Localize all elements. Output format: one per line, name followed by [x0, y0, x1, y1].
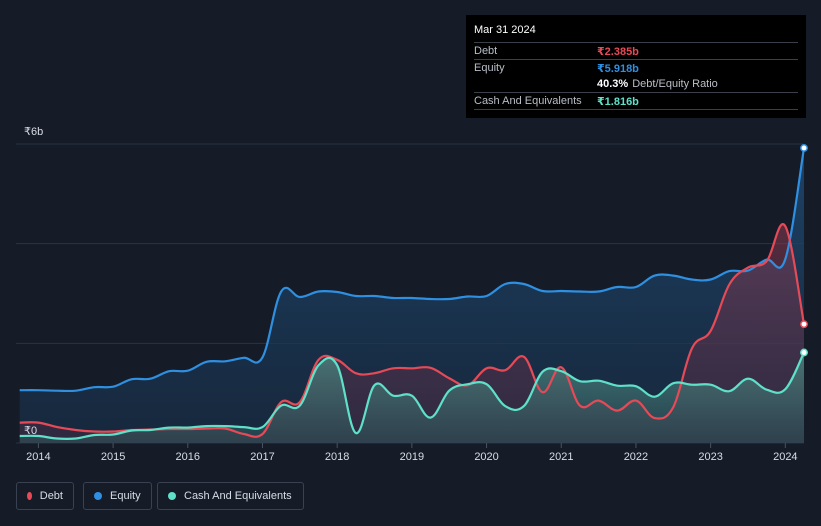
x-tick-label: 2018 — [325, 451, 349, 463]
x-tick-label: 2019 — [400, 451, 424, 463]
tooltip-cash-label: Cash And Equivalents — [474, 95, 582, 107]
equity-area — [19, 148, 804, 443]
tooltip-equity-value: ₹5.918b — [597, 62, 639, 75]
x-tick-label: 2024 — [773, 451, 797, 463]
tooltip-ratio-label: Debt/Equity Ratio — [632, 78, 718, 90]
equity-line — [19, 147, 806, 393]
tooltip-debt-label: Debt — [474, 45, 498, 57]
x-tick-label: 2017 — [250, 451, 274, 463]
legend-equity-label: Equity — [110, 490, 141, 502]
y-tick-label: ₹0 — [24, 425, 37, 437]
x-tick-label: 2021 — [549, 451, 573, 463]
x-tick-label: 2023 — [698, 451, 722, 463]
equity-dot-icon — [94, 492, 102, 500]
cash-area — [19, 352, 804, 443]
x-tick-label: 2014 — [26, 451, 50, 463]
legend-item-equity[interactable]: Equity — [83, 482, 152, 510]
legend-debt-label: Debt — [39, 490, 63, 502]
legend-cash-label: Cash And Equivalents — [184, 490, 292, 502]
end-markers — [800, 144, 808, 357]
x-tick-label: 2020 — [474, 451, 498, 463]
cash-line — [19, 351, 805, 441]
tooltip-cash-value: ₹1.816b — [597, 95, 639, 108]
tooltip-row-ratio: 40.3% Debt/Equity Ratio — [474, 76, 798, 92]
tooltip-panel: Mar 31 2024 Debt ₹2.385b Equity ₹5.918b … — [466, 15, 806, 118]
axis-labels: ₹6b ₹0 2014 2015 2016 2017 2018 2019 2020 2021 202… — [24, 126, 798, 463]
tooltip-date: Mar 31 2024 — [474, 24, 536, 36]
area-chart: ₹6b ₹0 2014 2015 2016 2017 2018 2019 2020 2021 202… — [16, 126, 808, 463]
debt-dot-icon — [27, 492, 32, 500]
tooltip-equity-label: Equity — [474, 62, 505, 74]
x-tick-label: 2016 — [176, 451, 200, 463]
debt-end-marker[interactable] — [800, 320, 808, 329]
legend-item-cash[interactable]: Cash And Equivalents — [157, 482, 304, 510]
legend-item-debt[interactable]: Debt — [16, 482, 74, 510]
series-lines — [19, 147, 806, 441]
tooltip-row-equity: Equity ₹5.918b — [474, 59, 798, 76]
y-tick-label: ₹6b — [24, 126, 43, 138]
cash-dot-icon — [168, 492, 176, 500]
tooltip-ratio-value: 40.3% — [597, 78, 629, 90]
tooltip-row-cash: Cash And Equivalents ₹1.816b — [474, 92, 798, 110]
tooltip-row-debt: Debt ₹2.385b — [474, 42, 798, 59]
equity-end-marker[interactable] — [800, 144, 808, 152]
series-areas — [19, 148, 804, 443]
tooltip-debt-value: ₹2.385b — [597, 45, 639, 58]
cash-end-marker[interactable] — [800, 348, 808, 357]
x-tick-label: 2015 — [101, 451, 125, 463]
x-tick-label: 2022 — [624, 451, 648, 463]
